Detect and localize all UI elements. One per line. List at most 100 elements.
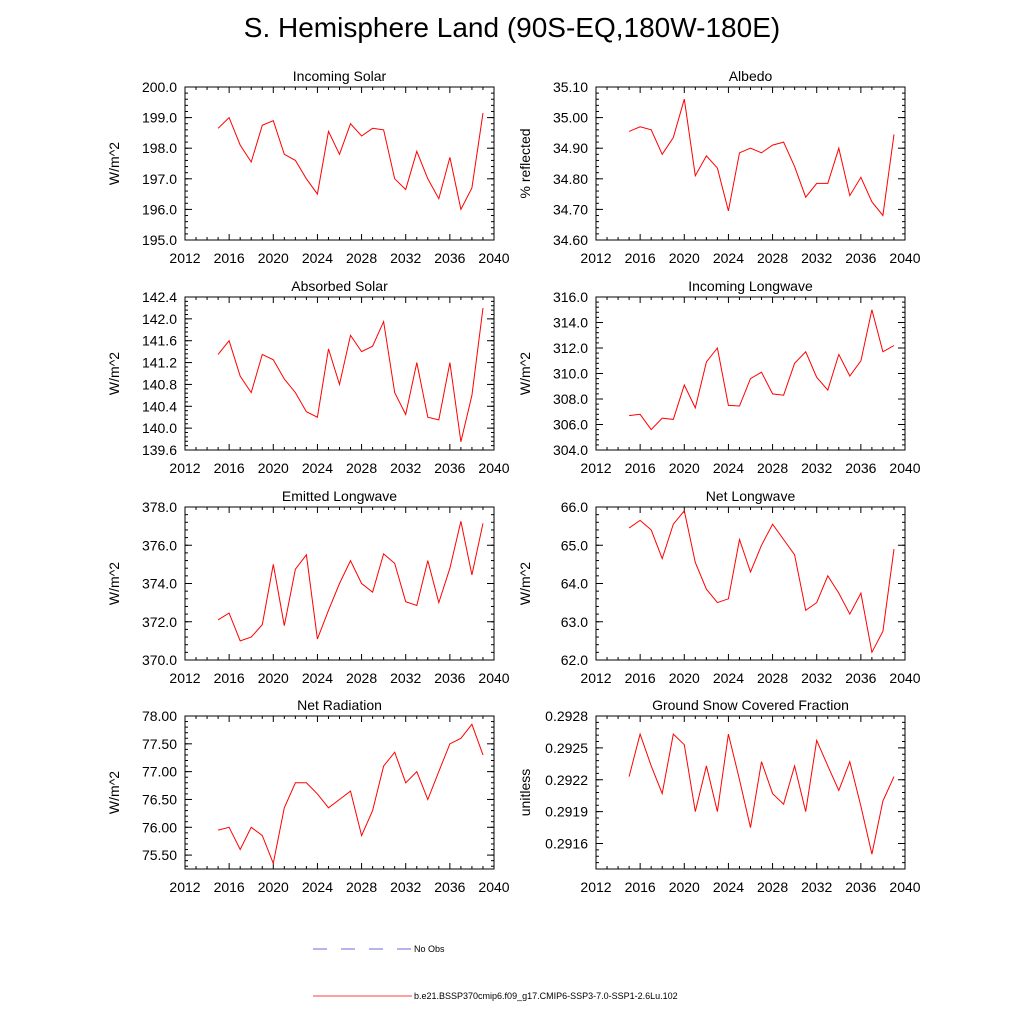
x-tick-label: 2036 (434, 460, 465, 476)
y-tick-label: 0.2928 (545, 708, 588, 724)
y-tick-label: 0.2916 (545, 836, 588, 852)
x-tick-label: 2020 (258, 670, 289, 686)
y-axis-label: W/m^2 (517, 352, 533, 395)
x-tick-label: 2036 (434, 250, 465, 266)
x-tick-label: 2028 (346, 879, 377, 895)
series-line (217, 112, 484, 211)
plot-frame (595, 715, 906, 870)
x-tick-label: 2016 (214, 250, 245, 266)
y-tick-label: 76.50 (142, 791, 177, 807)
y-tick-label: 370.0 (142, 652, 177, 668)
y-tick-label: 0.2922 (545, 772, 588, 788)
x-tick-label: 2016 (214, 460, 245, 476)
panel-title: Net Longwave (706, 488, 796, 504)
panel-title: Net Radiation (297, 697, 382, 713)
series-line (217, 723, 484, 866)
x-tick-label: 2040 (478, 670, 509, 686)
x-tick-label: 2024 (713, 250, 744, 266)
y-tick-label: 140.4 (142, 398, 177, 414)
x-tick-label: 2012 (169, 460, 200, 476)
x-tick-label: 2032 (390, 460, 421, 476)
y-axis-label: unitless (517, 769, 533, 816)
y-tick-label: 77.00 (142, 764, 177, 780)
x-tick-label: 2028 (346, 250, 377, 266)
x-tick-label: 2016 (214, 879, 245, 895)
y-tick-label: 141.6 (142, 333, 177, 349)
y-tick-label: 0.2925 (545, 740, 588, 756)
y-tick-label: 141.2 (142, 355, 177, 371)
panel-title: Incoming Longwave (688, 278, 813, 294)
x-tick-label: 2036 (434, 879, 465, 895)
x-tick-label: 2024 (302, 879, 333, 895)
y-tick-label: 35.00 (553, 110, 588, 126)
x-tick-label: 2020 (258, 460, 289, 476)
y-tick-label: 75.50 (142, 847, 177, 863)
y-tick-label: 199.0 (142, 110, 177, 126)
series-line (217, 521, 484, 642)
panel-1: Incoming Solar W/m^2 2012 2016 2020 2024 2028 2… (106, 68, 510, 266)
series-line (628, 99, 895, 217)
series-line (217, 307, 484, 442)
y-tick-label: 76.00 (142, 819, 177, 835)
y-tick-label: 64.0 (561, 576, 588, 592)
legend-label-model: b.e21.BSSP370cmip6.f09_g17.CMIP6-SSP3-7.… (414, 991, 678, 1001)
panel-4: Incoming Longwave W/m^2 2012 2016 2020 2024 20… (517, 278, 921, 476)
x-tick-label: 2024 (713, 460, 744, 476)
y-tick-label: 198.0 (142, 140, 177, 156)
x-tick-label: 2016 (625, 879, 656, 895)
y-tick-label: 372.0 (142, 614, 177, 630)
x-tick-label: 2024 (302, 460, 333, 476)
x-tick-label: 2036 (845, 460, 876, 476)
x-tick-label: 2032 (390, 250, 421, 266)
panel-2: Albedo % reflected 2012 2016 2020 2024 2028 203… (517, 68, 921, 266)
x-tick-label: 2012 (580, 879, 611, 895)
y-tick-label: 0.2919 (545, 804, 588, 820)
x-tick-label: 2024 (713, 670, 744, 686)
x-tick-label: 2032 (801, 460, 832, 476)
y-tick-label: 34.90 (553, 140, 588, 156)
panel-5: Emitted Longwave W/m^2 2012 2016 2020 2024 202… (106, 488, 510, 686)
series-line (628, 732, 895, 855)
y-tick-label: 139.6 (142, 442, 177, 458)
y-tick-label: 374.0 (142, 576, 177, 592)
y-axis-label: % reflected (517, 128, 533, 198)
x-tick-label: 2032 (801, 670, 832, 686)
x-tick-label: 2016 (625, 460, 656, 476)
x-tick-label: 2036 (845, 879, 876, 895)
x-tick-label: 2032 (390, 670, 421, 686)
y-tick-label: 378.0 (142, 499, 177, 515)
y-tick-label: 195.0 (142, 232, 177, 248)
x-tick-label: 2016 (625, 250, 656, 266)
panel-title: Absorbed Solar (291, 278, 388, 294)
y-tick-label: 310.0 (553, 366, 588, 382)
y-tick-label: 140.0 (142, 420, 177, 436)
legend-label-no-obs: No Obs (414, 944, 445, 954)
legend: No Obs b.e21.BSSP370cmip6.f09_g17.CMIP6-S… (313, 944, 678, 1001)
x-tick-label: 2028 (346, 670, 377, 686)
x-tick-label: 2020 (669, 670, 700, 686)
y-tick-label: 308.0 (553, 391, 588, 407)
y-tick-label: 316.0 (553, 289, 588, 305)
y-tick-label: 140.8 (142, 376, 177, 392)
y-tick-label: 196.0 (142, 201, 177, 217)
y-axis-label: W/m^2 (106, 352, 122, 395)
panel-title: Incoming Solar (293, 68, 387, 84)
y-axis-label: W/m^2 (106, 771, 122, 814)
y-tick-label: 376.0 (142, 537, 177, 553)
x-tick-label: 2028 (757, 460, 788, 476)
y-tick-label: 62.0 (561, 652, 588, 668)
y-axis-label: W/m^2 (106, 562, 122, 605)
x-tick-label: 2024 (713, 879, 744, 895)
x-tick-label: 2020 (258, 879, 289, 895)
x-tick-label: 2020 (669, 879, 700, 895)
x-tick-label: 2040 (889, 670, 920, 686)
y-tick-label: 200.0 (142, 79, 177, 95)
x-tick-label: 2040 (889, 460, 920, 476)
y-axis-label: W/m^2 (517, 562, 533, 605)
x-tick-label: 2032 (801, 879, 832, 895)
y-tick-label: 197.0 (142, 171, 177, 187)
x-tick-label: 2040 (889, 879, 920, 895)
x-tick-label: 2020 (258, 250, 289, 266)
y-tick-label: 142.0 (142, 311, 177, 327)
